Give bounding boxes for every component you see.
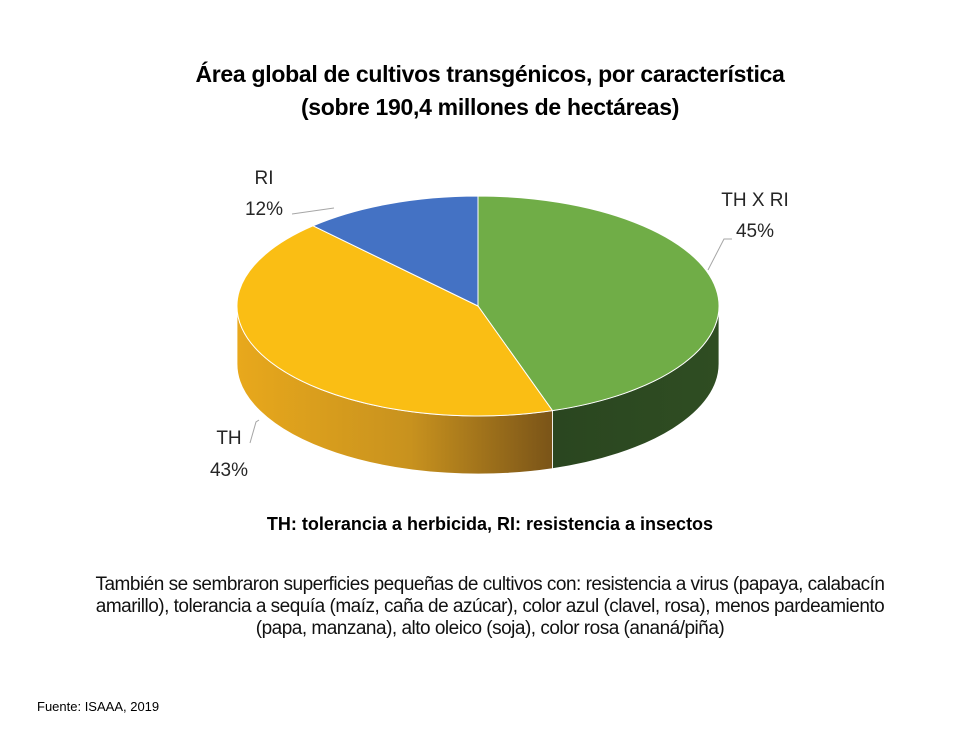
- slice-label-th-name: TH: [216, 428, 241, 449]
- pie-slice-th-x-ri: [477, 195, 720, 412]
- source-credit: Fuente: ISAAA, 2019: [37, 699, 160, 714]
- abbreviations-legend: TH: tolerancia a herbicida, RI: resisten…: [266, 514, 714, 534]
- pie-slice-th: [236, 225, 554, 417]
- chart-title-line-1: Área global de cultivos transgénicos, po…: [195, 61, 785, 87]
- footnote: También se sembraron superficies pequeña…: [40, 574, 940, 640]
- footnote-line-3: (papa, manzana), alto oleico (soja), col…: [255, 618, 725, 639]
- leader-line-th: [249, 419, 260, 444]
- leader-line-th-x-ri: [707, 238, 732, 271]
- pie-slice-ri: [311, 195, 479, 307]
- footnote-line-2: amarillo), tolerancia a sequía (maíz, ca…: [95, 596, 885, 617]
- slice-label-ri-value: 12%: [245, 199, 283, 220]
- pie-labels: TH X RI 45% TH 43% RI 12%: [210, 168, 789, 481]
- slice-label-th-x-ri-value: 45%: [736, 221, 774, 242]
- chart-title: Área global de cultivos transgénicos, po…: [0, 58, 980, 124]
- chart-title-line-2: (sobre 190,4 millones de hectáreas): [300, 94, 680, 120]
- footnote-line-1: También se sembraron superficies pequeña…: [95, 574, 885, 595]
- slice-label-ri-name: RI: [255, 168, 274, 189]
- leader-line-ri: [291, 207, 335, 215]
- pie-slices: [236, 195, 720, 475]
- slice-label-th-value: 43%: [210, 460, 248, 481]
- slice-label-th-x-ri-name: TH X RI: [721, 190, 789, 211]
